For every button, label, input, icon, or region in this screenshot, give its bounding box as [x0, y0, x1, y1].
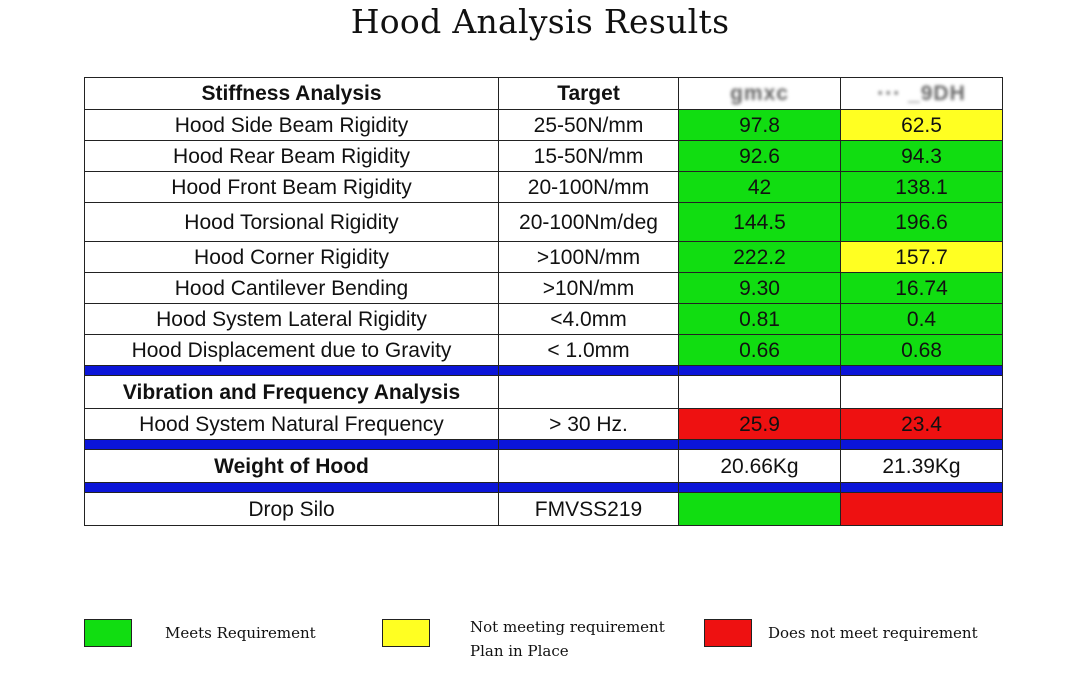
row-value-b: 138.1	[840, 171, 1003, 203]
row-value-b: 21.39Kg	[840, 449, 1003, 483]
legend-label-meets: Meets Requirement	[165, 624, 316, 642]
row-label: Drop Silo	[84, 492, 499, 526]
row-label: Weight of Hood	[84, 449, 499, 483]
row-value-b: 0.4	[840, 303, 1003, 335]
row-label: Hood System Lateral Rigidity	[84, 303, 499, 335]
table-row: Hood Cantilever Bending >10N/mm 9.30 16.…	[84, 272, 1003, 304]
row-value-b: 94.3	[840, 140, 1003, 172]
row-value-b: 16.74	[840, 272, 1003, 304]
row-value-b: 157.7	[840, 241, 1003, 273]
row-target: <4.0mm	[498, 303, 679, 335]
row-value-a: 9.30	[678, 272, 841, 304]
legend-swatch-fails	[704, 619, 752, 647]
table-row: Hood System Natural Frequency > 30 Hz. 2…	[84, 408, 1003, 440]
row-value-a: 222.2	[678, 241, 841, 273]
row-target: 15-50N/mm	[498, 140, 679, 172]
row-target: >10N/mm	[498, 272, 679, 304]
legend-swatch-plan	[382, 619, 430, 647]
row-status-b	[840, 492, 1003, 526]
row-label: Hood Displacement due to Gravity	[84, 334, 499, 366]
row-value-b: 62.5	[840, 109, 1003, 141]
legend-label-plan-1: Not meeting requirement	[470, 618, 665, 636]
row-status-a	[678, 492, 841, 526]
header-target: Target	[498, 77, 679, 110]
row-target: 20-100N/mm	[498, 171, 679, 203]
row-value-b: 0.68	[840, 334, 1003, 366]
table-row: Hood Displacement due to Gravity < 1.0mm…	[84, 334, 1003, 366]
table-header-row: Stiffness Analysis Target gmxc ··· _9DH	[84, 77, 1003, 110]
vibration-section-header: Vibration and Frequency Analysis	[84, 375, 1003, 409]
page-title: Hood Analysis Results	[350, 2, 730, 41]
row-value-a: 0.81	[678, 303, 841, 335]
section-divider	[84, 365, 1003, 376]
header-analysis: Stiffness Analysis	[84, 77, 499, 110]
table-row: Hood Torsional Rigidity 20-100Nm/deg 144…	[84, 202, 1003, 242]
table-row: Hood Front Beam Rigidity 20-100N/mm 42 1…	[84, 171, 1003, 203]
row-label: Hood Corner Rigidity	[84, 241, 499, 273]
row-target: < 1.0mm	[498, 334, 679, 366]
row-target: FMVSS219	[498, 492, 679, 526]
row-target: > 30 Hz.	[498, 408, 679, 440]
legend-swatch-meets	[84, 619, 132, 647]
row-value-b: 23.4	[840, 408, 1003, 440]
drop-row: Drop Silo FMVSS219	[84, 492, 1003, 526]
row-value-a: 92.6	[678, 140, 841, 172]
row-label: Hood Rear Beam Rigidity	[84, 140, 499, 172]
table-row: Hood Rear Beam Rigidity 15-50N/mm 92.6 9…	[84, 140, 1003, 172]
weight-row: Weight of Hood 20.66Kg 21.39Kg	[84, 449, 1003, 483]
table-row: Hood System Lateral Rigidity <4.0mm 0.81…	[84, 303, 1003, 335]
legend-label-fails: Does not meet requirement	[768, 624, 978, 642]
row-value-a: 42	[678, 171, 841, 203]
row-value-a: 20.66Kg	[678, 449, 841, 483]
row-value-a: 0.66	[678, 334, 841, 366]
row-label: Hood Front Beam Rigidity	[84, 171, 499, 203]
table-row: Hood Side Beam Rigidity 25-50N/mm 97.8 6…	[84, 109, 1003, 141]
section-divider	[84, 439, 1003, 450]
row-label: Hood Torsional Rigidity	[84, 202, 499, 242]
row-label: Hood Cantilever Bending	[84, 272, 499, 304]
row-value-a: 144.5	[678, 202, 841, 242]
row-label: Hood System Natural Frequency	[84, 408, 499, 440]
row-target: 25-50N/mm	[498, 109, 679, 141]
hood-analysis-table: Stiffness Analysis Target gmxc ··· _9DH …	[84, 77, 1003, 526]
row-value-a: 97.8	[678, 109, 841, 141]
row-target: >100N/mm	[498, 241, 679, 273]
header-design-a: gmxc	[678, 77, 841, 110]
section-divider	[84, 482, 1003, 493]
header-design-b: ··· _9DH	[840, 77, 1003, 110]
table-row: Hood Corner Rigidity >100N/mm 222.2 157.…	[84, 241, 1003, 273]
section-label: Vibration and Frequency Analysis	[84, 375, 499, 409]
legend-label-plan-2: Plan in Place	[470, 642, 569, 660]
row-value-a: 25.9	[678, 408, 841, 440]
row-target: 20-100Nm/deg	[498, 202, 679, 242]
row-value-b: 196.6	[840, 202, 1003, 242]
row-label: Hood Side Beam Rigidity	[84, 109, 499, 141]
